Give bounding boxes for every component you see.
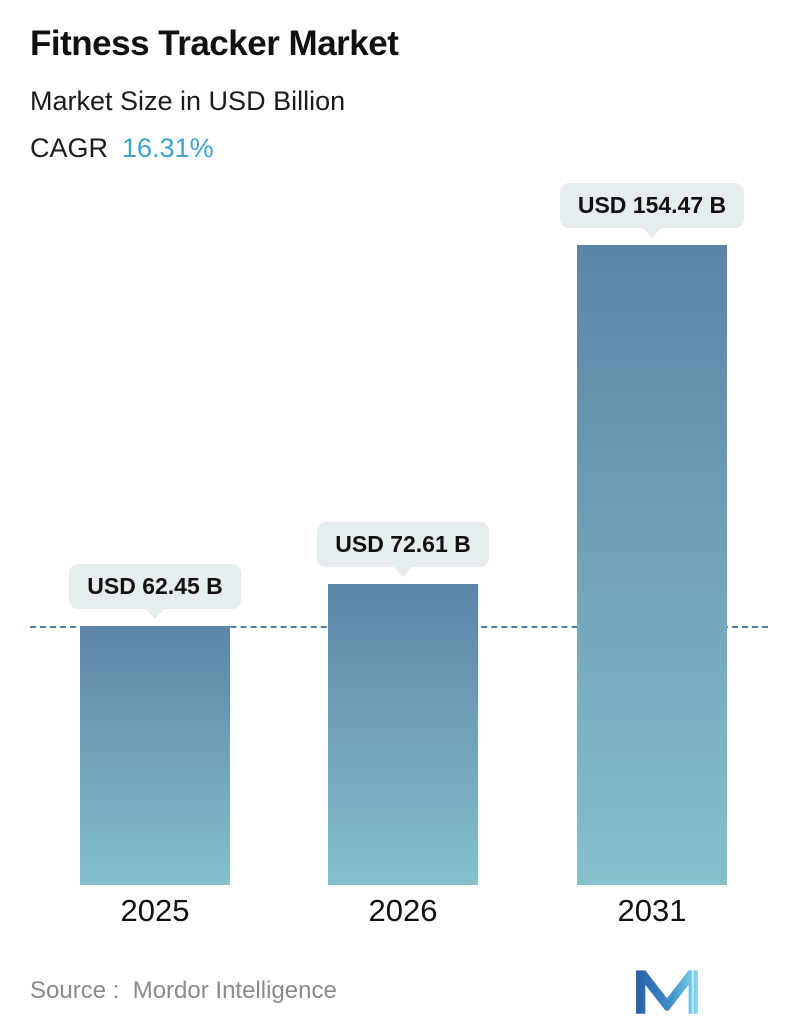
- mordor-intelligence-logo-icon: [636, 970, 698, 1014]
- axis-label: 2025: [120, 893, 190, 928]
- value-pill: USD 72.61 B: [317, 522, 489, 567]
- pill-pointer-icon: [393, 566, 413, 577]
- source-text: Source : Mordor Intelligence: [30, 977, 337, 1004]
- cagr-line: CAGR 16.31%: [30, 133, 398, 164]
- bar-group: USD 72.61 B: [317, 522, 489, 885]
- bar-fill: [577, 245, 727, 885]
- page-subtitle: Market Size in USD Billion: [30, 86, 346, 116]
- page-title: Fitness Tracker Market: [30, 24, 399, 63]
- cagr-value: 16.31%: [122, 133, 214, 163]
- bar-group: USD 62.45 B: [69, 564, 241, 885]
- pill-pointer-icon: [145, 608, 165, 619]
- chart-footer: Source : Mordor Intelligence: [30, 968, 766, 1014]
- value-pill: USD 62.45 B: [69, 564, 241, 609]
- axis-label: 2031: [617, 893, 687, 928]
- cagr-label: CAGR: [30, 133, 109, 163]
- pill-pointer-icon: [642, 227, 662, 238]
- bar-fill: [328, 584, 478, 885]
- chart-header: Fitness Tracker Market Market Size in US…: [30, 24, 399, 164]
- axis-label: 2026: [368, 893, 438, 928]
- value-pill: USD 154.47 B: [559, 183, 745, 228]
- bar-fill: [80, 626, 230, 885]
- bar-group: USD 154.47 B: [559, 183, 745, 885]
